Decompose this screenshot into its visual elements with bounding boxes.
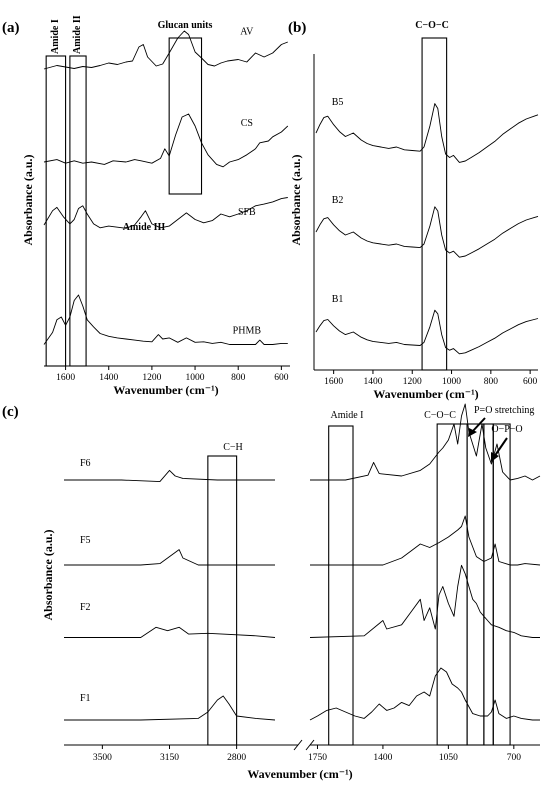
panel-b-spectra	[315, 103, 539, 355]
panel-b-xlabel: Wavenumber (cm⁻¹)	[373, 387, 478, 401]
panel-a-series-sfb	[43, 197, 288, 229]
panel-c-coc-label: C−O−C	[424, 410, 456, 421]
panel-c-tick-label-1050: 1050	[439, 753, 458, 763]
panel-c-series-f1-right	[309, 667, 540, 721]
panel-a-box-glucan-units	[168, 37, 203, 195]
panel-a-box-amide-ii	[69, 55, 87, 367]
panel-a-boxes	[45, 37, 203, 367]
panel-b-letter: (b)	[288, 20, 306, 36]
panel-a-amide-i-label: Amide I	[50, 19, 61, 54]
panel-c-series-f5-left	[64, 549, 275, 566]
panel-b-tick-label-800: 800	[484, 377, 499, 387]
panel-c-series-label-f5: F5	[80, 535, 91, 546]
panel-c-narrow-box-3	[492, 423, 511, 746]
panel-a-series-labels: AV CS SFB PHMB	[233, 27, 262, 337]
panel-b: (b) Absorbance (a.u.) 1600 1400 1200 1000 80…	[288, 20, 539, 401]
panel-c-tick-label-3150: 3150	[160, 753, 179, 763]
panel-a-series-label-phmb: PHMB	[233, 326, 262, 337]
panel-a-tick-label-800: 800	[231, 373, 246, 383]
panel-c-series-f2-right	[309, 564, 540, 638]
panel-c-box-c-h	[207, 455, 238, 746]
panel-a-box-amide-i	[45, 55, 67, 367]
panel-a-amide-ii-label: Amide II	[72, 15, 83, 54]
panel-b-tick-label-1000: 1000	[442, 377, 461, 387]
panel-c-opo-label: O−P−O	[491, 424, 522, 435]
panel-b-series-b1	[315, 309, 539, 355]
panel-a-series-label-sfb: SFB	[238, 207, 256, 218]
panel-a-ylabel: Absorbance (a.u.)	[21, 154, 35, 245]
panel-a-amide-iii-label: Amide III	[123, 222, 166, 233]
panel-a-series-label-cs: CS	[241, 118, 253, 129]
panel-a-tick-label-600: 600	[274, 373, 289, 383]
panel-a-letter: (a)	[2, 20, 20, 36]
panel-b-box-c-o-c	[421, 37, 448, 371]
panel-c-series-f2-left	[64, 626, 276, 638]
panel-c-series-f6-left	[64, 469, 275, 483]
panel-c-tick-label-2800: 2800	[227, 753, 246, 763]
panel-a-glucan-units-label: Glucan units	[158, 20, 213, 31]
panel-c-xlabel: Wavenumber (cm⁻¹)	[247, 767, 352, 781]
panel-a: (a) Absorbance (a.u.) 1600 1400 1200 1000 80…	[2, 15, 290, 397]
panel-a-series-phmb	[43, 294, 288, 345]
panel-c-po-stretching-label: P=O stretching	[474, 405, 534, 416]
panel-a-ticks: 1600 1400 1200 1000 800 600	[56, 366, 289, 383]
panel-b-ylabel: Absorbance (a.u.)	[289, 154, 303, 245]
panel-b-series-b2	[315, 206, 539, 258]
panel-b-series-labels: B5 B2 B1	[332, 97, 344, 305]
panel-a-series-label-av: AV	[240, 27, 254, 38]
panel-a-series-cs	[43, 113, 289, 168]
panel-a-tick-label-1600: 1600	[56, 373, 75, 383]
panel-c-boxes	[207, 423, 511, 746]
panel-b-tick-label-1400: 1400	[363, 377, 382, 387]
panel-b-tick-label-600: 600	[523, 377, 538, 387]
panel-c-series-label-f2: F2	[80, 602, 91, 613]
opo-arrow	[491, 437, 508, 462]
panel-b-boxes	[421, 37, 448, 371]
panel-a-tick-label-1000: 1000	[186, 373, 205, 383]
panel-b-ticks: 1600 1400 1200 1000 800 600	[324, 370, 538, 387]
panel-b-tick-label-1200: 1200	[403, 377, 422, 387]
panel-a-tick-label-1200: 1200	[142, 373, 161, 383]
panel-c-amide-i-label: Amide I	[330, 410, 363, 421]
panel-c-series-f5-right	[310, 515, 541, 566]
panel-c-ticks: 3500 3150 2800 1750 1400 1050 700	[93, 745, 521, 763]
panel-b-series-label-b5: B5	[332, 97, 344, 108]
panel-a-xlabel: Wavenumber (cm⁻¹)	[113, 383, 218, 397]
panel-b-series-label-b1: B1	[332, 294, 344, 305]
panel-c-ylabel: Absorbance (a.u.)	[41, 529, 55, 620]
po-stretching-arrow	[468, 417, 486, 437]
panel-c-tick-label-700: 700	[507, 753, 522, 763]
panel-b-tick-label-1600: 1600	[324, 377, 343, 387]
panel-b-coc-label: C−O−C	[415, 20, 449, 31]
panel-c-series-label-f1: F1	[80, 693, 91, 704]
panel-c-spectra	[64, 403, 541, 721]
panel-c-series-label-f6: F6	[80, 458, 91, 469]
axis-break-mark	[293, 739, 315, 751]
panel-c-box-amide-i	[328, 425, 354, 746]
panel-c-tick-label-3500: 3500	[93, 753, 112, 763]
panel-b-series-b5	[315, 103, 539, 163]
panel-c-series-f1-left	[64, 695, 276, 721]
panel-c-tick-label-1750: 1750	[308, 753, 327, 763]
panel-c-ch-label: C−H	[223, 442, 243, 453]
panel-c-letter: (c)	[2, 404, 19, 420]
panel-c-series-labels: F6 F5 F2 F1	[80, 458, 91, 704]
panel-c-series-f6-right	[310, 403, 541, 481]
panel-b-series-label-b2: B2	[332, 195, 344, 206]
panel-c-tick-label-1400: 1400	[373, 753, 392, 763]
panel-a-tick-label-1400: 1400	[99, 373, 118, 383]
panel-c: (c) Absorbance (a.u.) 3500 3150 2800 1750 14…	[2, 403, 541, 781]
